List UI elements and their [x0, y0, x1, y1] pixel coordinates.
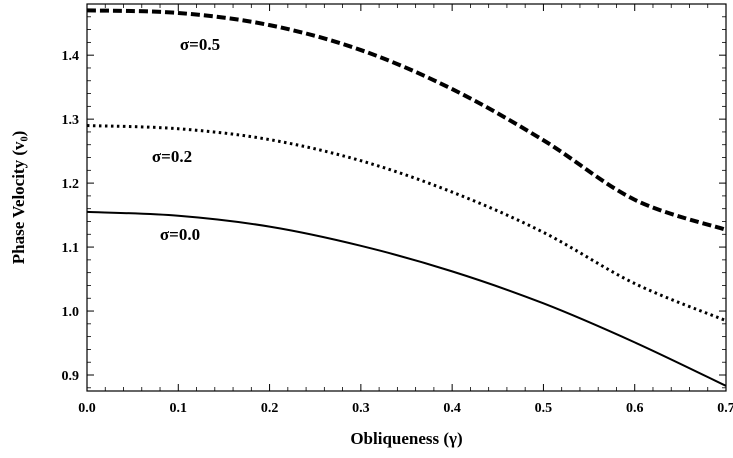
series-line-solid	[86, 210, 727, 387]
x-tick-label: 0.6	[626, 401, 644, 416]
x-tick-label: 0.5	[535, 401, 553, 416]
y-tick-label: 1.4	[62, 49, 80, 64]
y-tick-label: 1.1	[62, 241, 80, 256]
y-axis-title: Phase Velocity (v₀)	[9, 131, 28, 265]
series-line-dashed	[86, 8, 727, 232]
series-label: σ=0.5	[180, 35, 220, 54]
x-tick-label: 0.7	[717, 401, 733, 416]
x-tick-label: 0.1	[170, 401, 188, 416]
x-tick-label: 0.3	[352, 401, 370, 416]
series-label: σ=0.0	[160, 225, 200, 244]
y-tick-label: 0.9	[62, 369, 80, 384]
x-tick-label: 0.0	[78, 401, 96, 416]
labels-layer: σ=0.5 σ=0.2 σ=0.0	[152, 35, 220, 244]
x-tick-label: 0.4	[443, 401, 461, 416]
series-line-dotted	[86, 124, 727, 323]
plot-area	[86, 3, 727, 392]
series-label: σ=0.2	[152, 147, 192, 166]
x-tick-label: 0.2	[261, 401, 279, 416]
x-axis-title: Obliqueness (γ)	[350, 429, 462, 448]
y-tick-label: 1.2	[62, 177, 80, 192]
plot-frame	[86, 3, 727, 392]
ticks-layer: 0.0 0.1 0.2 0.3 0.4 0.5 0.6 0.7 0.9 1.0 1.1 1.2 1.3 1…	[62, 4, 733, 416]
y-tick-label: 1.0	[62, 305, 80, 320]
y-tick-label: 1.3	[62, 113, 80, 128]
series-layer	[86, 8, 727, 387]
